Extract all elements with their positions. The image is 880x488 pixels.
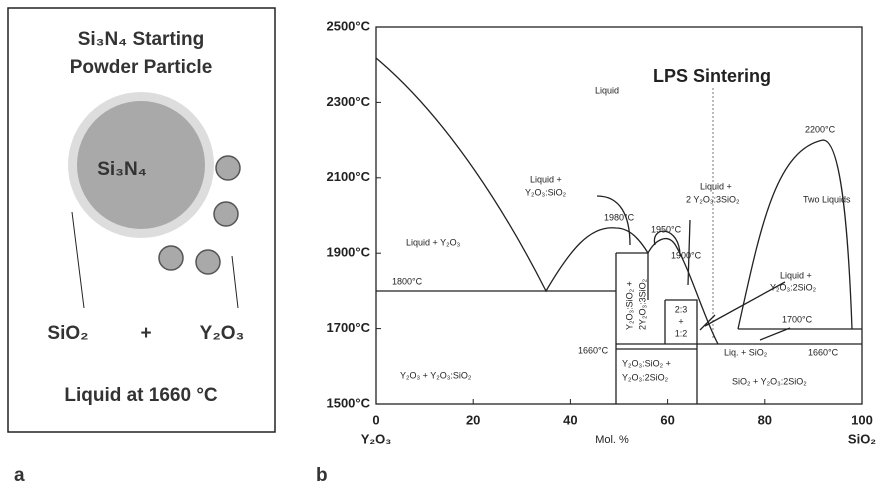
- annotation: Y₂O₃:2SiO₂: [622, 372, 669, 382]
- annotation: Liquid + Y₂O₃: [406, 237, 461, 247]
- x-tick-label: 60: [660, 412, 674, 427]
- annotation: Y₂O₃:SiO₂ +: [622, 358, 671, 368]
- y-tick-label: 1900°C: [326, 245, 370, 260]
- y-tick-label: 1700°C: [326, 320, 370, 335]
- annotation: 2Y₂O₃:3SiO₂: [637, 278, 647, 330]
- x-tick-label: 0: [372, 412, 379, 427]
- annotation: Liquid +: [530, 174, 562, 184]
- x-tick-label: 40: [563, 412, 577, 427]
- annotation: 2200°C: [805, 124, 836, 134]
- annotation: Y₂O₃:SiO₂: [525, 187, 567, 197]
- annotation: 1660°C: [808, 347, 839, 357]
- annotation: Y₂O₃:SiO₂ +: [624, 281, 634, 330]
- annotation: Y₂O₃:2SiO₂: [770, 282, 817, 292]
- x-tick-label: 80: [758, 412, 772, 427]
- panel-label: a: [14, 465, 25, 486]
- panel-label: b: [316, 465, 328, 486]
- y-tick-label: 2100°C: [326, 169, 370, 184]
- annotation: 1:2: [675, 328, 688, 338]
- annotation: 1980°C: [604, 212, 635, 222]
- particle-label: Si₃N₄: [97, 159, 147, 180]
- annotation: SiO₂ + Y₂O₃:2SiO₂: [732, 376, 807, 386]
- x-tick-label: 100: [851, 412, 873, 427]
- diagram-title: LPS Sintering: [653, 66, 771, 86]
- x-ticks: 0 20 40 60 80 100: [372, 399, 872, 427]
- annotation: Liq. + SiO₂: [724, 347, 768, 357]
- annotation: 1660°C: [578, 345, 609, 355]
- y-tick-label: 1500°C: [326, 395, 370, 410]
- annotations: Liquid Liquid + Y₂O₃ 1800°C Liquid + Y₂O…: [392, 85, 851, 386]
- annotation: 2:3: [675, 304, 688, 314]
- x-axis-label: Mol. %: [595, 434, 629, 446]
- y-ticks: 2500°C 2300°C 2100°C 1900°C 1700°C 1500°C: [326, 18, 381, 410]
- annotation: Liquid +: [700, 181, 732, 191]
- annotation: 1700°C: [782, 314, 813, 324]
- annotation: 1950°C: [651, 224, 682, 234]
- phase-label: Y₂O₃: [200, 323, 245, 344]
- annotation: Two Liquids: [803, 194, 851, 204]
- panel-a-title: Powder Particle: [70, 57, 213, 78]
- annotation: Y₂O₃ + Y₂O₃:SiO₂: [400, 370, 472, 380]
- y-tick-label: 2300°C: [326, 94, 370, 109]
- annotation: 1900°C: [671, 250, 702, 260]
- phase-label: SiO₂: [47, 323, 88, 344]
- annotation: 2 Y₂O₃:3SiO₂: [686, 194, 740, 204]
- annotation: Liquid +: [780, 270, 812, 280]
- phase-boundaries: [376, 58, 862, 404]
- annotation: Liquid: [595, 85, 619, 95]
- y-tick-label: 2500°C: [326, 18, 370, 33]
- panel-a-title: Si₃N₄ Starting: [78, 29, 205, 50]
- caption: Liquid at 1660 °C: [64, 385, 218, 406]
- x-tick-label: 20: [466, 412, 480, 427]
- figure: Si₃N₄ Starting Powder Particle Si₃N₄ SiO…: [0, 0, 880, 488]
- plus: +: [140, 323, 151, 344]
- annotation: 1800°C: [392, 276, 423, 286]
- x-axis-label: Y₂O₃: [361, 431, 392, 446]
- annotation: +: [678, 316, 683, 326]
- x-axis-label: SiO₂: [848, 431, 876, 446]
